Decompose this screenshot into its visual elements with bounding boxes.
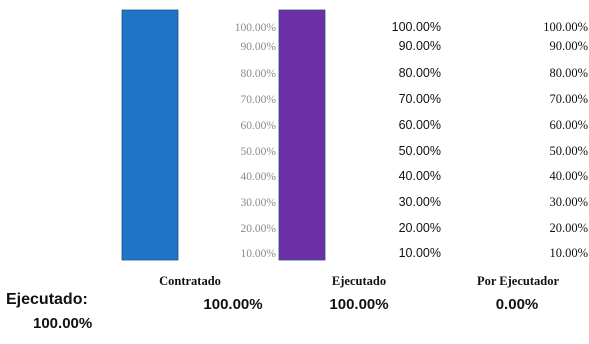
tick-label: 90.00% [549, 39, 588, 53]
execution-summary: Ejecutado: 100.00% [6, 291, 116, 332]
tick-label: 50.00% [549, 144, 588, 158]
tick-label: 40.00% [399, 169, 441, 183]
tick-label: 60.00% [549, 118, 588, 132]
tick-label: 90.00% [399, 39, 441, 53]
tick-label: 30.00% [549, 195, 588, 209]
tick-label: 70.00% [399, 92, 441, 106]
tick-label: 70.00% [241, 94, 277, 106]
tick-label: 80.00% [399, 66, 441, 80]
value-label: 0.00% [496, 296, 539, 313]
tick-label: 50.00% [241, 146, 277, 158]
tick-label: 30.00% [399, 195, 441, 209]
tick-label: 20.00% [549, 221, 588, 235]
tick-label: 40.00% [549, 169, 588, 183]
category-label: Contratado [159, 274, 221, 288]
tick-label: 100.00% [543, 20, 588, 34]
tick-label: 60.00% [399, 118, 441, 132]
summary-value: 100.00% [33, 315, 93, 332]
tick-label: 20.00% [241, 223, 277, 235]
category-label: Ejecutado [332, 274, 386, 288]
tick-label: 100.00% [392, 20, 441, 34]
category-label: Por Ejecutador [477, 274, 559, 288]
tick-label: 60.00% [241, 120, 277, 132]
bar-contratado [121, 9, 179, 261]
value-label: 100.00% [203, 296, 262, 313]
tick-label: 50.00% [399, 144, 441, 158]
tick-label: 40.00% [241, 171, 277, 183]
tick-label: 90.00% [241, 41, 277, 53]
value-label: 100.00% [329, 296, 388, 313]
summary-label: Ejecutado: [6, 291, 88, 308]
tick-label: 10.00% [399, 246, 441, 260]
tick-label: 70.00% [549, 92, 588, 106]
tick-label: 20.00% [399, 221, 441, 235]
tick-label: 30.00% [241, 197, 277, 209]
bar-ejecutado [278, 9, 326, 261]
tick-label: 10.00% [549, 246, 588, 260]
tick-label: 100.00% [235, 22, 277, 34]
tick-label: 80.00% [549, 66, 588, 80]
tick-label: 10.00% [241, 248, 277, 260]
tick-label: 80.00% [241, 68, 277, 80]
